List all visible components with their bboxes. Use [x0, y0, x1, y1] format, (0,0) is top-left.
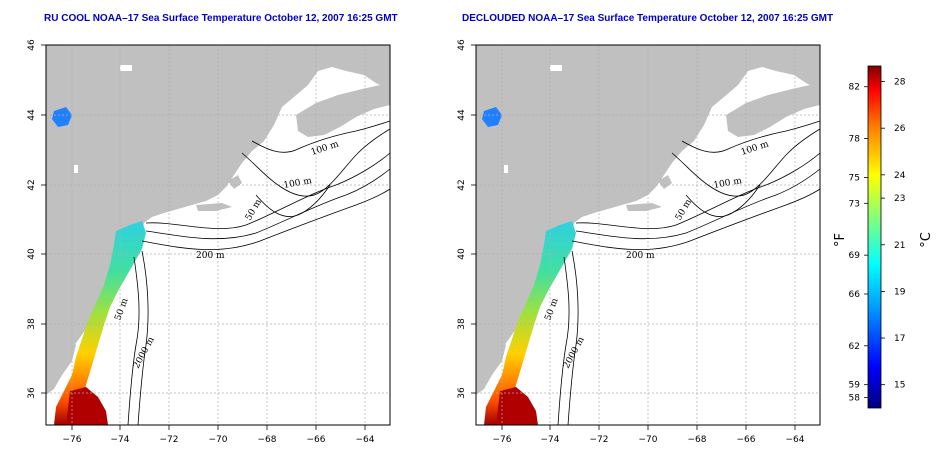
latitude-tick-label: 36	[27, 387, 37, 399]
longitude-tick-label: −68	[688, 435, 707, 445]
latitude-axis: 46 44 42 40 38 36	[457, 39, 476, 399]
longitude-tick-label: −76	[493, 435, 512, 445]
longitude-tick-label: −64	[786, 435, 805, 445]
fahrenheit-ticks: 82 78 75 73 69 66 62 59 58	[849, 83, 868, 404]
celsius-ticks: 28 26 24 23 21 19 17 15	[881, 78, 906, 391]
map-panel-ru-cool: RU COOL NOAA–17 Sea Surface Temperature …	[27, 13, 398, 445]
fahrenheit-tick-label: 66	[849, 290, 861, 300]
latitude-tick-label: 42	[457, 179, 467, 190]
map-plot-area: 100 m 100 m 50 m 200 m 50 m 2000 m −76 −7…	[457, 39, 821, 445]
celsius-tick-label: 21	[894, 241, 905, 251]
longitude-tick-label: −72	[590, 435, 609, 445]
fahrenheit-tick-label: 75	[849, 173, 860, 183]
map-title: DECLOUDED NOAA–17 Sea Surface Temperatur…	[462, 13, 833, 24]
celsius-tick-label: 19	[894, 287, 906, 297]
latitude-tick-label: 40	[457, 248, 467, 260]
longitude-tick-label: −76	[63, 435, 82, 445]
longitude-tick-label: −66	[307, 435, 326, 445]
celsius-tick-label: 17	[894, 334, 905, 344]
fahrenheit-unit-label: °F	[833, 233, 848, 247]
longitude-tick-label: −74	[111, 435, 130, 445]
fahrenheit-tick-label: 73	[849, 199, 860, 209]
contour-label-200m: 200 m	[196, 251, 225, 261]
fahrenheit-tick-label: 58	[849, 394, 861, 404]
colorbar: 82 78 75 73 69 66 62 59 58 28 26 24 23 21 19 17 15 °F °…	[833, 65, 934, 409]
latitude-tick-label: 46	[457, 39, 467, 51]
longitude-tick-label: −68	[258, 435, 277, 445]
longitude-tick-label: −64	[356, 435, 375, 445]
longitude-axis: −76 −74 −72 −70 −68 −66 −64	[493, 425, 805, 445]
longitude-tick-label: −72	[160, 435, 179, 445]
latitude-tick-label: 38	[457, 318, 467, 330]
latitude-tick-label: 44	[457, 109, 467, 121]
longitude-tick-label: −66	[737, 435, 756, 445]
latitude-tick-label: 44	[27, 109, 37, 121]
fahrenheit-tick-label: 69	[849, 251, 861, 261]
contour-label-100m: 100 m	[283, 176, 313, 191]
contour-label-100m: 100 m	[713, 176, 743, 191]
longitude-axis: −76 −74 −72 −70 −68 −66 −64	[63, 425, 375, 445]
latitude-tick-label: 46	[27, 39, 37, 51]
celsius-unit-label: °C	[919, 232, 934, 248]
longitude-tick-label: −70	[639, 435, 658, 445]
fahrenheit-tick-label: 62	[849, 342, 860, 352]
celsius-tick-label: 26	[894, 124, 906, 134]
latitude-tick-label: 38	[27, 318, 37, 330]
contour-label-200m: 200 m	[626, 251, 655, 261]
latitude-tick-label: 36	[457, 387, 467, 399]
longitude-tick-label: −70	[209, 435, 228, 445]
map-panel-declouded: DECLOUDED NOAA–17 Sea Surface Temperatur…	[457, 13, 833, 445]
celsius-tick-label: 23	[894, 194, 905, 204]
colorbar-gradient	[867, 65, 882, 409]
latitude-tick-label: 40	[27, 248, 37, 260]
map-title: RU COOL NOAA–17 Sea Surface Temperature …	[44, 13, 398, 24]
fahrenheit-tick-label: 78	[849, 135, 861, 145]
celsius-tick-label: 15	[894, 381, 905, 391]
latitude-tick-label: 42	[27, 179, 37, 190]
longitude-tick-label: −74	[541, 435, 560, 445]
map-plot-area: 100 m 100 m 50 m 200 m 50 m 2000 m −76 −7…	[27, 39, 391, 445]
fahrenheit-tick-label: 82	[849, 83, 860, 93]
fahrenheit-tick-label: 59	[849, 381, 861, 391]
celsius-tick-label: 28	[894, 78, 906, 88]
latitude-axis: 46 44 42 40 38 36	[27, 39, 46, 399]
celsius-tick-label: 24	[894, 171, 906, 181]
